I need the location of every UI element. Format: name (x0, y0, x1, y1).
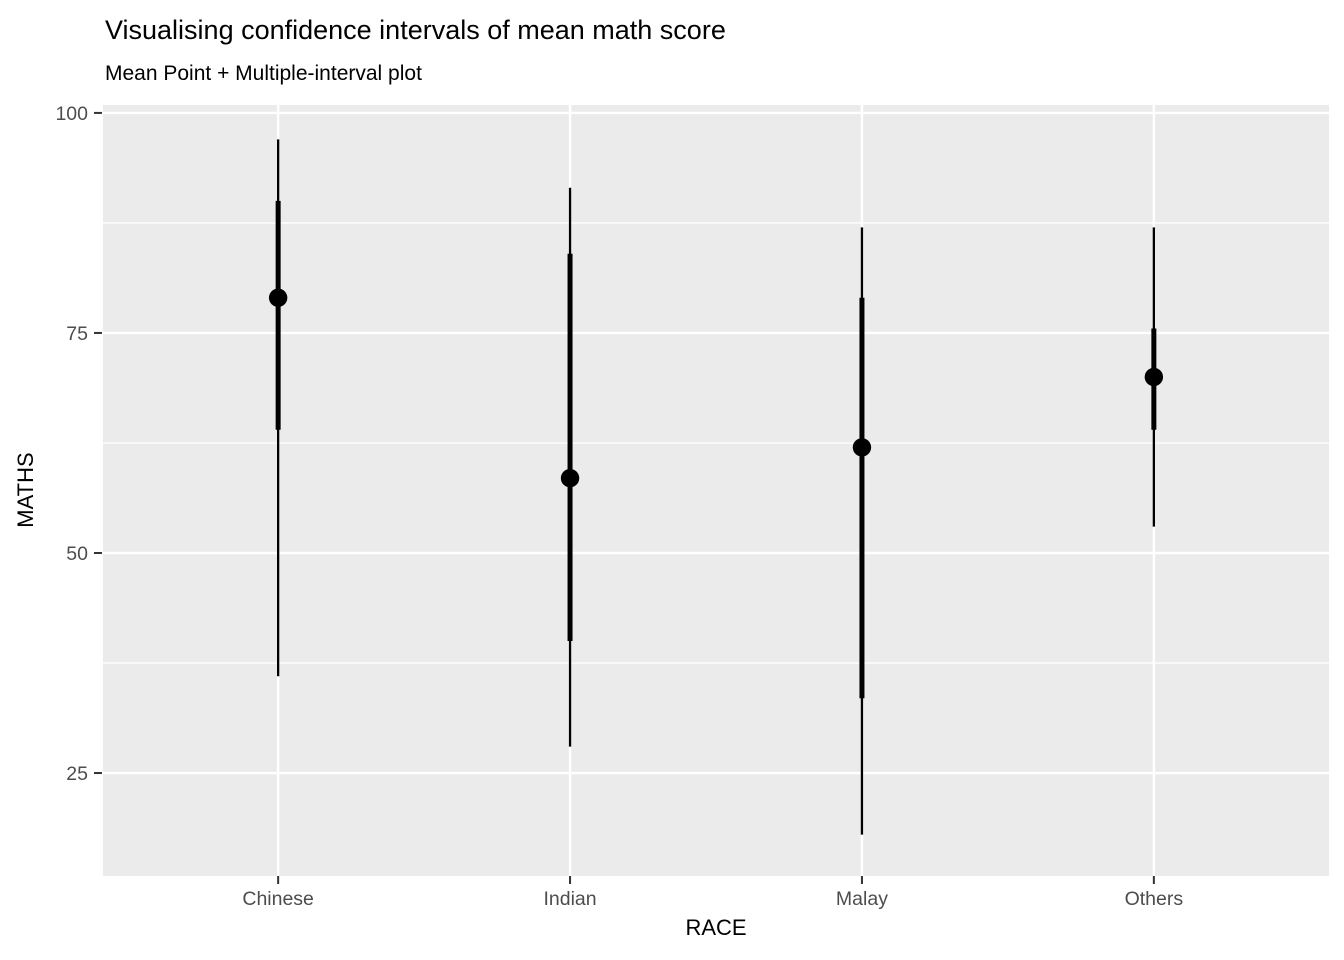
x-tick-label: Indian (543, 888, 596, 910)
x-tick-label: Chinese (242, 888, 314, 910)
x-axis-title: RACE (685, 915, 747, 940)
mean-point (560, 468, 580, 488)
x-tick-label: Malay (836, 888, 888, 910)
y-tick-label: 50 (66, 543, 88, 565)
y-tick-label: 100 (55, 103, 88, 125)
panel-background (103, 105, 1329, 876)
x-tick-label: Others (1125, 888, 1184, 910)
chart-title: Visualising confidence intervals of mean… (105, 15, 726, 45)
y-tick-label: 25 (66, 763, 88, 785)
y-axis-title: MATHS (13, 452, 38, 528)
mean-point (268, 288, 288, 307)
mean-point (852, 438, 872, 457)
chart-subtitle: Mean Point + Multiple-interval plot (105, 62, 422, 85)
mean-point (1144, 367, 1164, 387)
y-tick-label: 75 (66, 323, 88, 345)
